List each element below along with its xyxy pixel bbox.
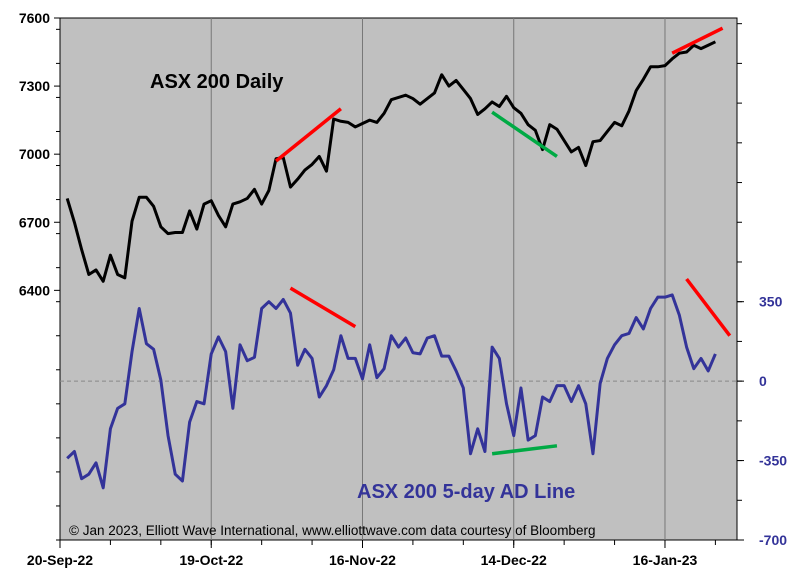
trendline-red bbox=[274, 107, 342, 163]
asx-200-series-line bbox=[65, 40, 717, 283]
trendline-red bbox=[671, 26, 724, 55]
right-axis-tick-label: 350 bbox=[759, 294, 783, 310]
ad-line-series-line bbox=[66, 293, 717, 490]
left-axis-tick-label: 6700 bbox=[19, 214, 50, 230]
right-axis-tick-label: -700 bbox=[759, 532, 787, 548]
left-axis-tick-label: 7000 bbox=[19, 146, 50, 162]
x-axis-tick-label: 19-Oct-22 bbox=[179, 552, 243, 568]
ad-line-title: ASX 200 5-day AD Line bbox=[357, 481, 575, 503]
left-axis-tick-label: 7600 bbox=[19, 10, 50, 26]
trendline-red bbox=[289, 286, 357, 329]
left-y-axis: 6400 6700 7000 7300 7600 bbox=[19, 10, 60, 541]
x-axis-tick-label: 16-Jan-23 bbox=[633, 552, 698, 568]
x-axis-tick-label: 20-Sep-22 bbox=[27, 552, 93, 568]
plot-background bbox=[59, 17, 738, 541]
trendline-green bbox=[491, 110, 558, 158]
left-axis-tick-label: 7300 bbox=[19, 78, 50, 94]
right-y-axis: -700 -350 0 350 bbox=[737, 23, 787, 548]
trendlines bbox=[274, 26, 732, 456]
x-axis: 20-Sep-22 19-Oct-22 16-Nov-22 14-Dec-22 16-J… bbox=[27, 540, 716, 568]
left-axis-tick-label: 6400 bbox=[19, 282, 50, 298]
trendline-green bbox=[491, 444, 558, 456]
copyright-note: © Jan 2023, Elliott Wave International, … bbox=[69, 523, 595, 538]
asx-200-daily-title: ASX 200 Daily bbox=[150, 71, 284, 93]
right-axis-tick-label: -350 bbox=[759, 453, 787, 469]
right-axis-tick-label: 0 bbox=[759, 373, 767, 389]
trendline-red bbox=[685, 277, 732, 337]
x-axis-tick-label: 16-Nov-22 bbox=[329, 552, 396, 568]
x-axis-tick-label: 14-Dec-22 bbox=[481, 552, 547, 568]
